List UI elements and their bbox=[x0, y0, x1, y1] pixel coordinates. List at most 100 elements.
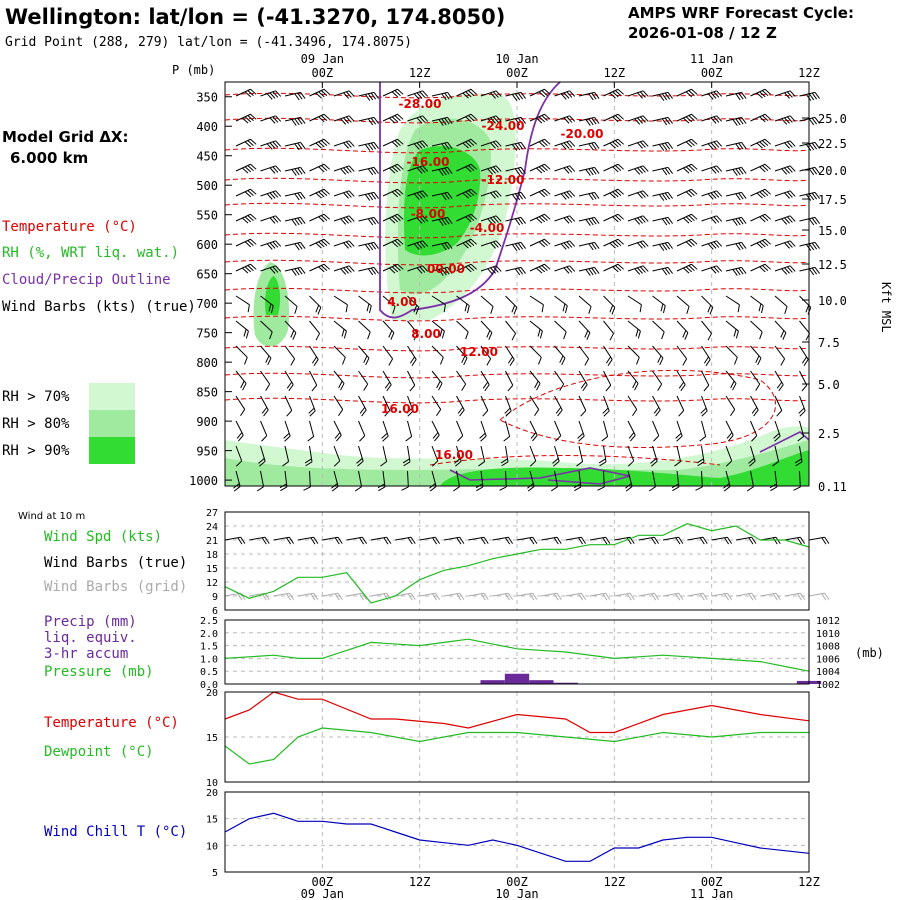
wind-barb bbox=[554, 320, 567, 340]
wind-barb bbox=[260, 215, 282, 224]
wind-barb bbox=[554, 165, 576, 174]
wind-barb bbox=[333, 115, 355, 125]
rh-swatch-80 bbox=[89, 410, 135, 437]
wind-barb bbox=[627, 445, 635, 467]
top-time-tick-label: 12Z bbox=[409, 66, 431, 80]
wind-barb bbox=[480, 90, 502, 99]
top-time-ticks: 00Z 12Z 00Z 12Z 00Z 12Z 09 Jan 10 Jan 11 Jan bbox=[301, 52, 820, 88]
wind-barb bbox=[746, 470, 755, 492]
wind-barb bbox=[284, 141, 306, 151]
wind-barb bbox=[260, 115, 282, 124]
wind-barb bbox=[529, 213, 551, 224]
pressure-unit-label: (mb) bbox=[855, 646, 884, 660]
wind-barb bbox=[358, 320, 371, 340]
height-tick-label: 5.0 bbox=[818, 378, 840, 392]
wind-barb bbox=[431, 216, 453, 226]
wind-barb bbox=[529, 395, 540, 417]
wind-barb bbox=[358, 116, 379, 126]
wind-barb bbox=[407, 165, 429, 174]
value-tick-label: 2.5 bbox=[200, 616, 218, 627]
height-tick-label: 15.0 bbox=[818, 224, 847, 238]
wind-barb bbox=[799, 370, 808, 392]
wind-barb bbox=[554, 395, 563, 417]
height-tick-label: 2.5 bbox=[818, 427, 840, 441]
wind-barb bbox=[402, 445, 411, 467]
wind-barb bbox=[578, 266, 600, 276]
wind-barb bbox=[235, 113, 257, 124]
windchill-label: Wind Chill T (°C) bbox=[44, 824, 187, 840]
wind-barb bbox=[676, 88, 698, 98]
rh-region-low-90 bbox=[440, 450, 809, 486]
temperature-contour bbox=[224, 259, 810, 266]
wind-barb bbox=[333, 140, 355, 149]
wind-barb bbox=[333, 90, 355, 99]
pressure-tick-label: 650 bbox=[196, 268, 218, 282]
value-tick-label: 9 bbox=[212, 592, 218, 603]
temperature-contour-label: -20.00 bbox=[561, 127, 604, 141]
wind-barb bbox=[480, 295, 494, 314]
wind-barb bbox=[627, 140, 649, 149]
wind-barb bbox=[578, 91, 600, 101]
wind-barb bbox=[799, 266, 820, 276]
model-grid-value: 6.000 km bbox=[10, 149, 88, 167]
wind-barb bbox=[260, 345, 272, 366]
wind-barb bbox=[799, 91, 820, 101]
wind-barb bbox=[578, 191, 600, 201]
wind-barb bbox=[627, 395, 638, 417]
wind-barb bbox=[456, 320, 469, 340]
wind-barb-true bbox=[784, 536, 806, 545]
wind-barb bbox=[431, 445, 439, 467]
wind-barb bbox=[382, 113, 404, 124]
wind-barb bbox=[505, 166, 526, 176]
temperature-contour-label: 16.00 bbox=[381, 402, 419, 416]
value-tick-label: 18 bbox=[206, 550, 218, 561]
precip-accum-label: 3-hr accum bbox=[44, 646, 128, 662]
wind-barb bbox=[235, 88, 257, 98]
temperature-contour bbox=[224, 232, 810, 239]
bottom-time-tick-label: 12Z bbox=[798, 875, 820, 889]
forecast-title: AMPS WRF Forecast Cycle: bbox=[628, 4, 854, 22]
value-tick-label: 0.5 bbox=[200, 667, 218, 678]
wind-barb bbox=[407, 370, 416, 392]
wind-barb bbox=[750, 370, 761, 391]
wind-barb bbox=[407, 240, 429, 250]
wind-barb bbox=[456, 420, 464, 442]
precip-bar bbox=[480, 680, 505, 684]
wind-barb bbox=[750, 188, 772, 199]
wind-barb bbox=[333, 445, 341, 467]
bottom-day-label: 11 Jan bbox=[690, 887, 733, 900]
wind-barb bbox=[652, 345, 664, 366]
wind-barb bbox=[333, 215, 355, 225]
location-title: Wellington: lat/lon = (-41.3270, 174.805… bbox=[5, 5, 505, 29]
wind-barb bbox=[358, 266, 379, 276]
forecast-cycle: 2026-01-08 / 12 Z bbox=[628, 24, 777, 42]
top-time-tick-label: 12Z bbox=[603, 66, 625, 80]
wind-barb bbox=[431, 345, 444, 365]
wind-barb bbox=[401, 470, 409, 491]
value-tick-label: 1.5 bbox=[200, 642, 218, 653]
wind-barb bbox=[333, 420, 342, 442]
wind-barb bbox=[750, 263, 772, 273]
pressure-tick-label: 600 bbox=[196, 238, 218, 252]
model-grid-label: Model Grid ΔX: bbox=[2, 128, 129, 146]
wind-barb bbox=[676, 113, 698, 124]
wind-barb bbox=[382, 88, 404, 98]
wind-barb bbox=[725, 166, 747, 176]
wind-barb bbox=[774, 165, 796, 175]
top-time-tick-label: 12Z bbox=[798, 66, 820, 80]
wind-barb bbox=[235, 320, 249, 339]
wind-barb bbox=[407, 320, 419, 341]
wind-barb bbox=[578, 395, 587, 417]
wind-barb bbox=[260, 420, 268, 442]
wind-barb bbox=[479, 420, 487, 442]
wind-barb bbox=[750, 320, 763, 340]
wind-barb-grid bbox=[711, 592, 733, 601]
wind-barb bbox=[505, 141, 526, 151]
top-time-tick-label: 00Z bbox=[506, 66, 528, 80]
wind-barb bbox=[480, 140, 502, 149]
wind-barb bbox=[260, 265, 282, 274]
wind-barb bbox=[358, 141, 379, 151]
wind-barb bbox=[307, 420, 315, 442]
wind-barb bbox=[309, 113, 331, 123]
wind-barb bbox=[304, 445, 313, 467]
